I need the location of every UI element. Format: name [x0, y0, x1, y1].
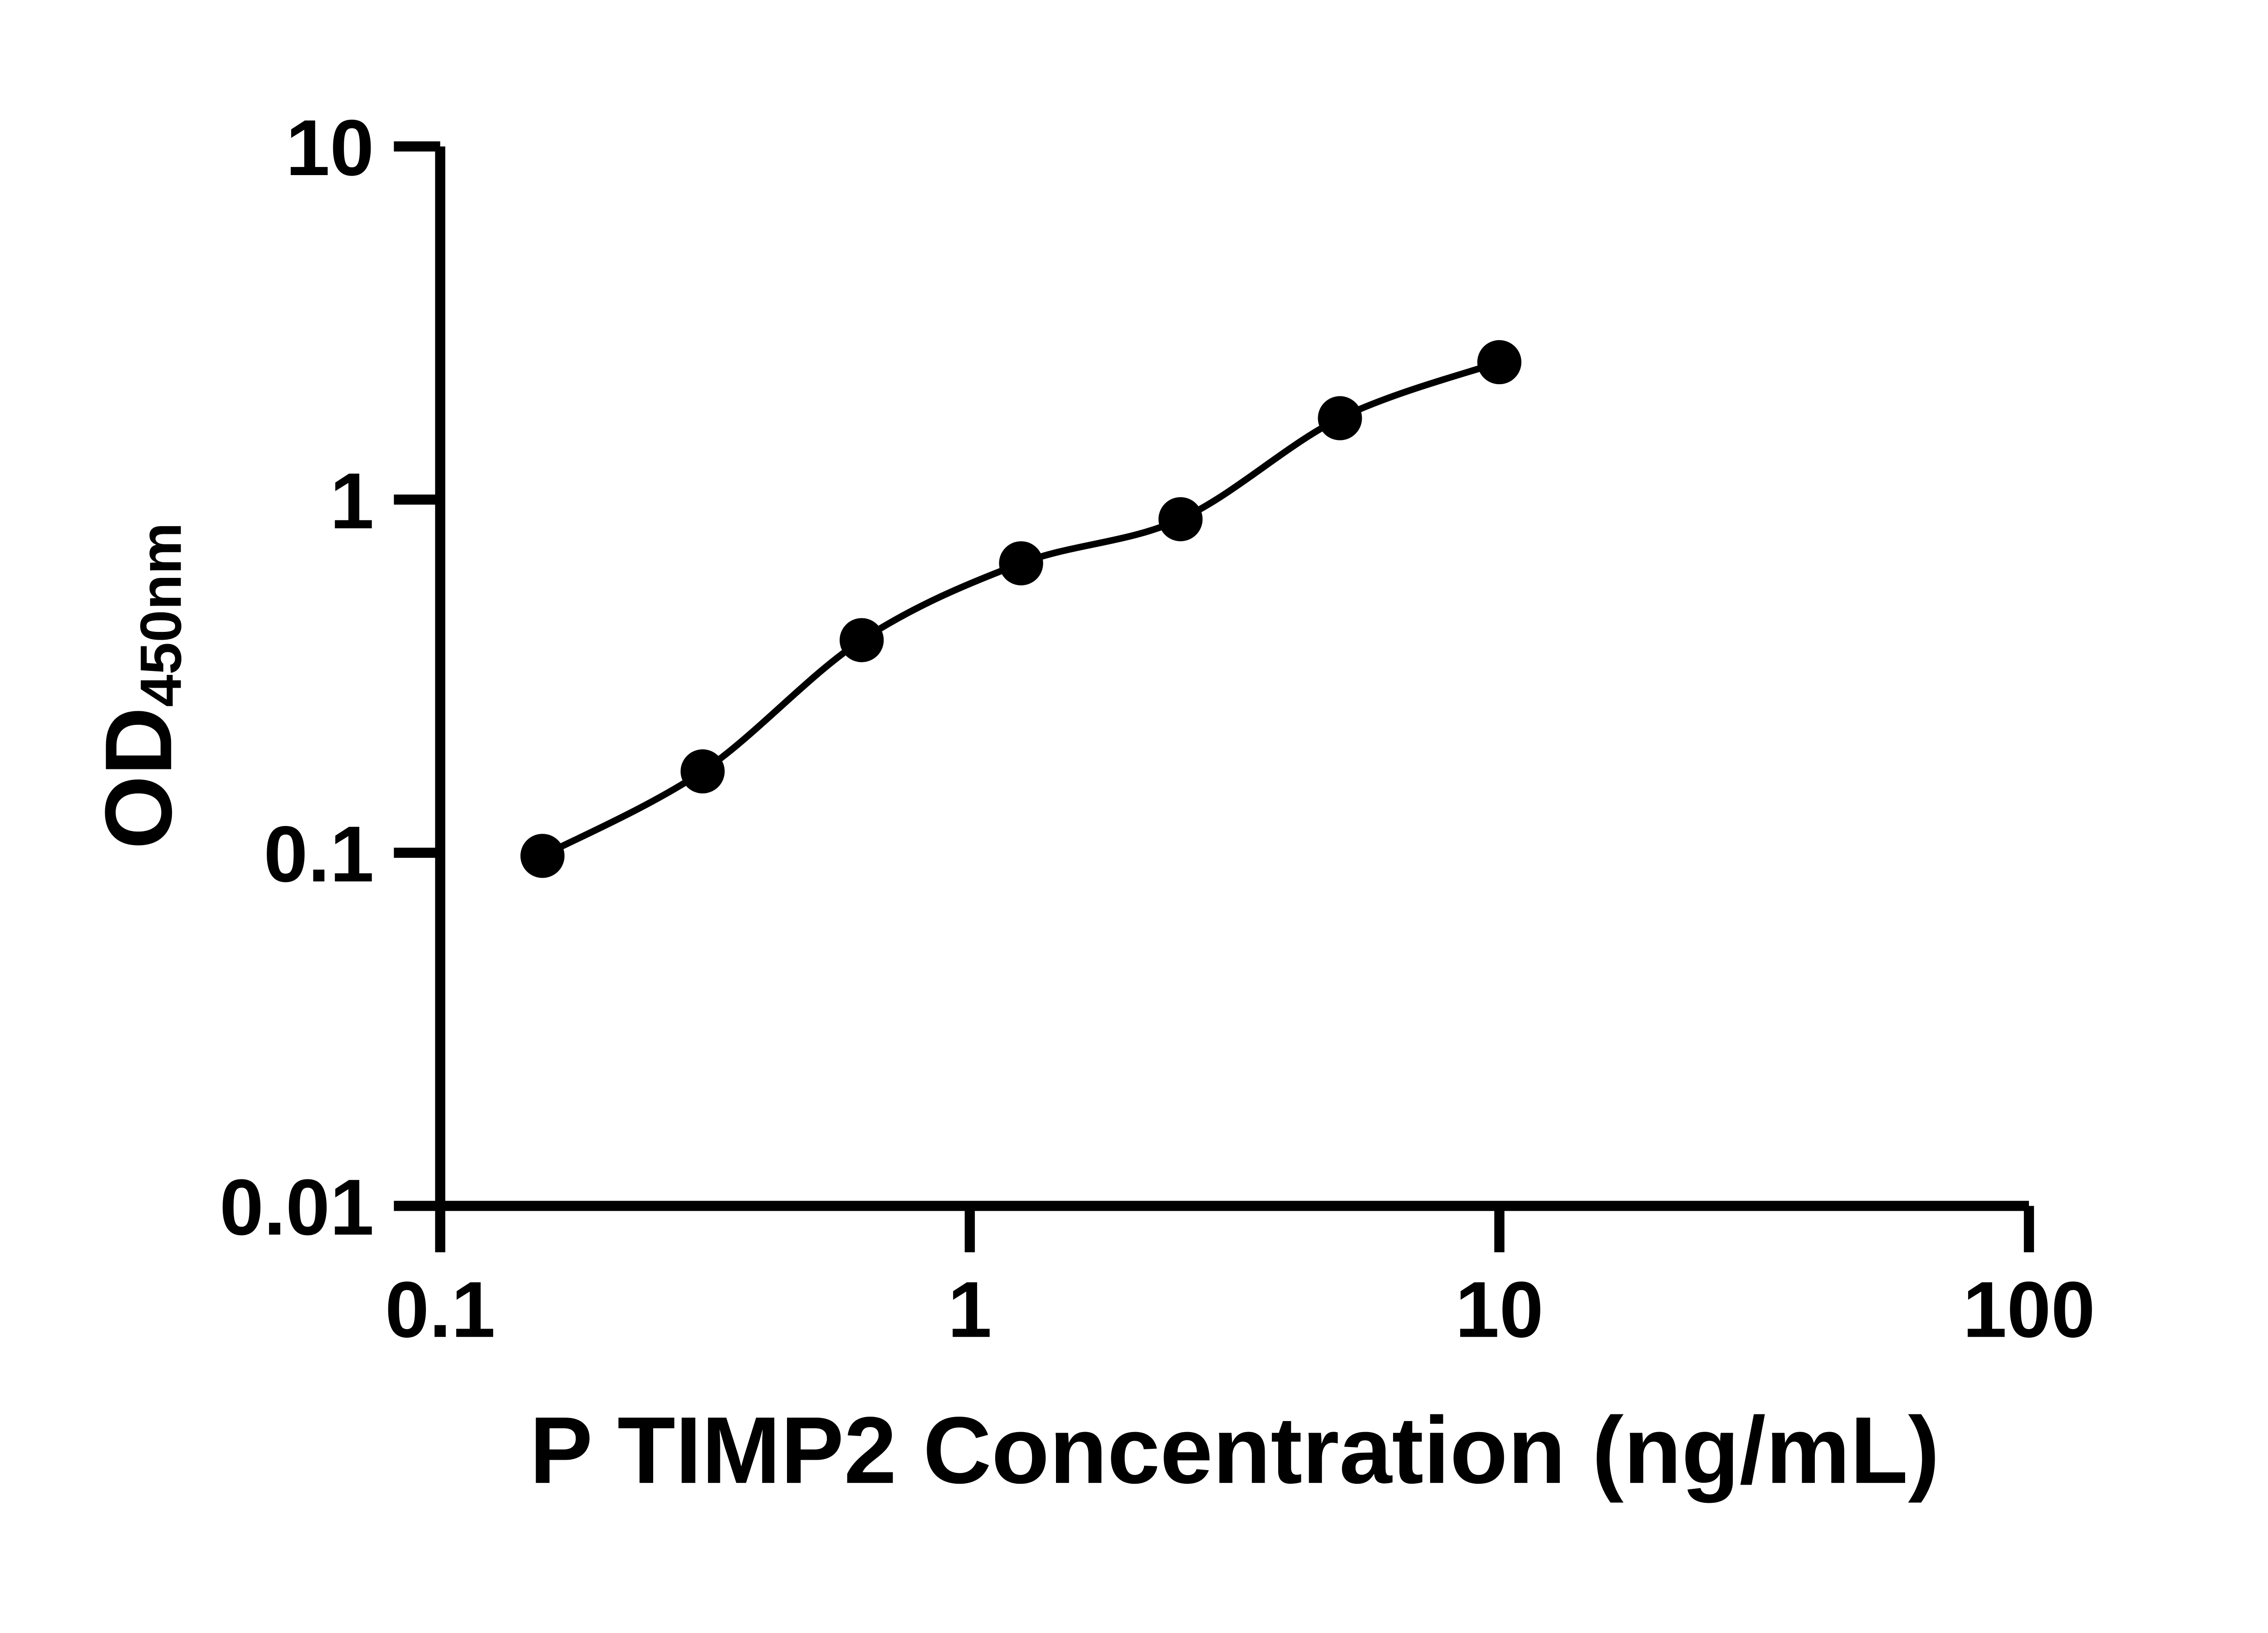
- y-tick-label: 1: [330, 457, 374, 546]
- plot-series: [520, 340, 1522, 878]
- axis-ticks: [394, 141, 2034, 1252]
- x-tick-label: 0.1: [385, 1266, 495, 1354]
- x-axis-title: P TIMP2 Concentration (ng/mL): [529, 1398, 1940, 1503]
- data-point-marker: [999, 541, 1043, 586]
- x-tick-label: 10: [1455, 1266, 1544, 1354]
- data-point-marker: [840, 618, 884, 662]
- axes: [435, 146, 2029, 1211]
- y-axis-title-main: OD: [86, 707, 191, 850]
- data-point-marker: [520, 834, 565, 878]
- y-axis-title-subscript: 450nm: [129, 523, 194, 707]
- data-point-marker: [1318, 396, 1362, 440]
- data-point-marker: [680, 749, 725, 794]
- elisa-standard-curve-figure: 0.1 1 10 100 10 1 0.1 0.01 P TIMP2 Concentratio…: [86, 104, 2095, 1504]
- axis-frame: [435, 146, 2029, 1211]
- y-tick-label: 0.1: [264, 810, 374, 899]
- y-tick-label: 0.01: [220, 1164, 374, 1252]
- y-axis-title: OD450nm: [86, 523, 193, 849]
- y-tick-label: 10: [286, 104, 374, 192]
- data-point-marker: [1477, 340, 1522, 385]
- data-point-marker: [1158, 497, 1203, 542]
- x-tick-label: 1: [948, 1266, 992, 1354]
- x-tick-label: 100: [1963, 1266, 2095, 1354]
